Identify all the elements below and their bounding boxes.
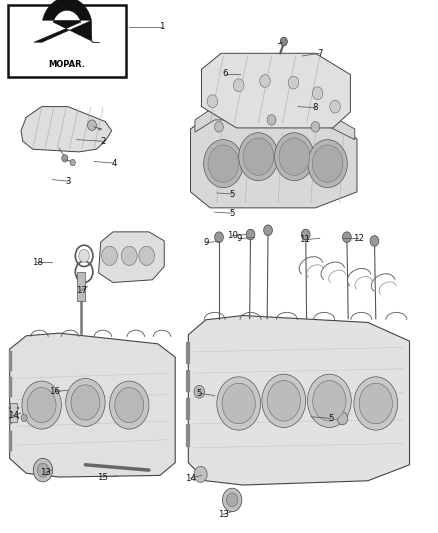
Text: 13: 13 xyxy=(40,469,52,477)
Circle shape xyxy=(215,122,223,132)
Circle shape xyxy=(115,387,144,423)
Circle shape xyxy=(194,466,207,482)
Circle shape xyxy=(121,246,137,265)
Polygon shape xyxy=(21,107,112,152)
Circle shape xyxy=(337,412,348,425)
Circle shape xyxy=(262,374,306,427)
Text: 18: 18 xyxy=(32,258,43,266)
Circle shape xyxy=(312,87,323,100)
Text: 1: 1 xyxy=(159,22,165,31)
Text: 8: 8 xyxy=(313,103,318,112)
Text: 5: 5 xyxy=(230,190,235,198)
Text: 4: 4 xyxy=(111,159,117,167)
Circle shape xyxy=(27,387,56,423)
Circle shape xyxy=(370,236,379,246)
Circle shape xyxy=(66,378,105,426)
Text: 14: 14 xyxy=(185,474,196,482)
Polygon shape xyxy=(99,232,164,282)
Circle shape xyxy=(88,120,96,131)
Circle shape xyxy=(62,155,68,162)
Circle shape xyxy=(312,145,343,182)
Circle shape xyxy=(222,383,255,424)
Text: 12: 12 xyxy=(353,234,364,243)
Circle shape xyxy=(343,232,351,243)
Circle shape xyxy=(215,232,223,243)
Circle shape xyxy=(307,374,351,427)
Circle shape xyxy=(217,377,261,430)
Circle shape xyxy=(264,225,272,236)
Polygon shape xyxy=(195,107,355,140)
Circle shape xyxy=(33,458,53,482)
Circle shape xyxy=(243,138,274,175)
Polygon shape xyxy=(188,316,410,485)
Text: 5: 5 xyxy=(230,209,235,217)
Circle shape xyxy=(260,75,270,87)
Polygon shape xyxy=(201,53,350,128)
Circle shape xyxy=(71,385,100,420)
Circle shape xyxy=(21,414,27,422)
Circle shape xyxy=(22,381,61,429)
Text: MOPAR.: MOPAR. xyxy=(49,60,85,69)
Circle shape xyxy=(275,133,314,181)
Text: 16: 16 xyxy=(49,387,60,396)
Text: 9: 9 xyxy=(203,238,208,247)
Circle shape xyxy=(233,79,244,92)
Text: 2: 2 xyxy=(100,137,106,146)
Text: 3: 3 xyxy=(65,177,71,185)
Circle shape xyxy=(279,138,310,175)
Text: 17: 17 xyxy=(75,286,87,295)
Circle shape xyxy=(246,229,255,240)
Polygon shape xyxy=(34,0,100,42)
Circle shape xyxy=(359,383,392,424)
Circle shape xyxy=(37,463,49,477)
Circle shape xyxy=(308,140,347,188)
Circle shape xyxy=(280,37,287,46)
Text: 5: 5 xyxy=(328,414,333,423)
Circle shape xyxy=(226,493,238,507)
Circle shape xyxy=(330,100,340,113)
Circle shape xyxy=(139,246,155,265)
Circle shape xyxy=(267,381,300,421)
Bar xyxy=(8,5,126,77)
Text: 6: 6 xyxy=(223,69,228,78)
Circle shape xyxy=(239,133,278,181)
Circle shape xyxy=(204,140,243,188)
Text: 13: 13 xyxy=(218,510,229,519)
Circle shape xyxy=(208,145,239,182)
Text: 15: 15 xyxy=(97,473,109,481)
Text: 11: 11 xyxy=(299,236,310,244)
Circle shape xyxy=(267,115,276,125)
Polygon shape xyxy=(10,333,175,477)
Circle shape xyxy=(207,95,218,108)
Bar xyxy=(77,272,85,301)
Text: 9: 9 xyxy=(236,235,241,243)
Circle shape xyxy=(102,246,117,265)
Circle shape xyxy=(311,122,320,132)
Circle shape xyxy=(79,249,89,262)
Text: 10: 10 xyxy=(226,231,238,240)
Bar xyxy=(10,403,17,422)
Text: 7: 7 xyxy=(317,49,322,58)
Circle shape xyxy=(70,159,75,166)
Circle shape xyxy=(223,488,242,512)
Circle shape xyxy=(354,377,398,430)
Circle shape xyxy=(301,229,310,240)
Polygon shape xyxy=(191,115,357,208)
Text: 14: 14 xyxy=(7,411,19,420)
Text: 5: 5 xyxy=(197,389,202,398)
Circle shape xyxy=(194,385,205,398)
Circle shape xyxy=(110,381,149,429)
Circle shape xyxy=(313,381,346,421)
Circle shape xyxy=(288,76,299,89)
